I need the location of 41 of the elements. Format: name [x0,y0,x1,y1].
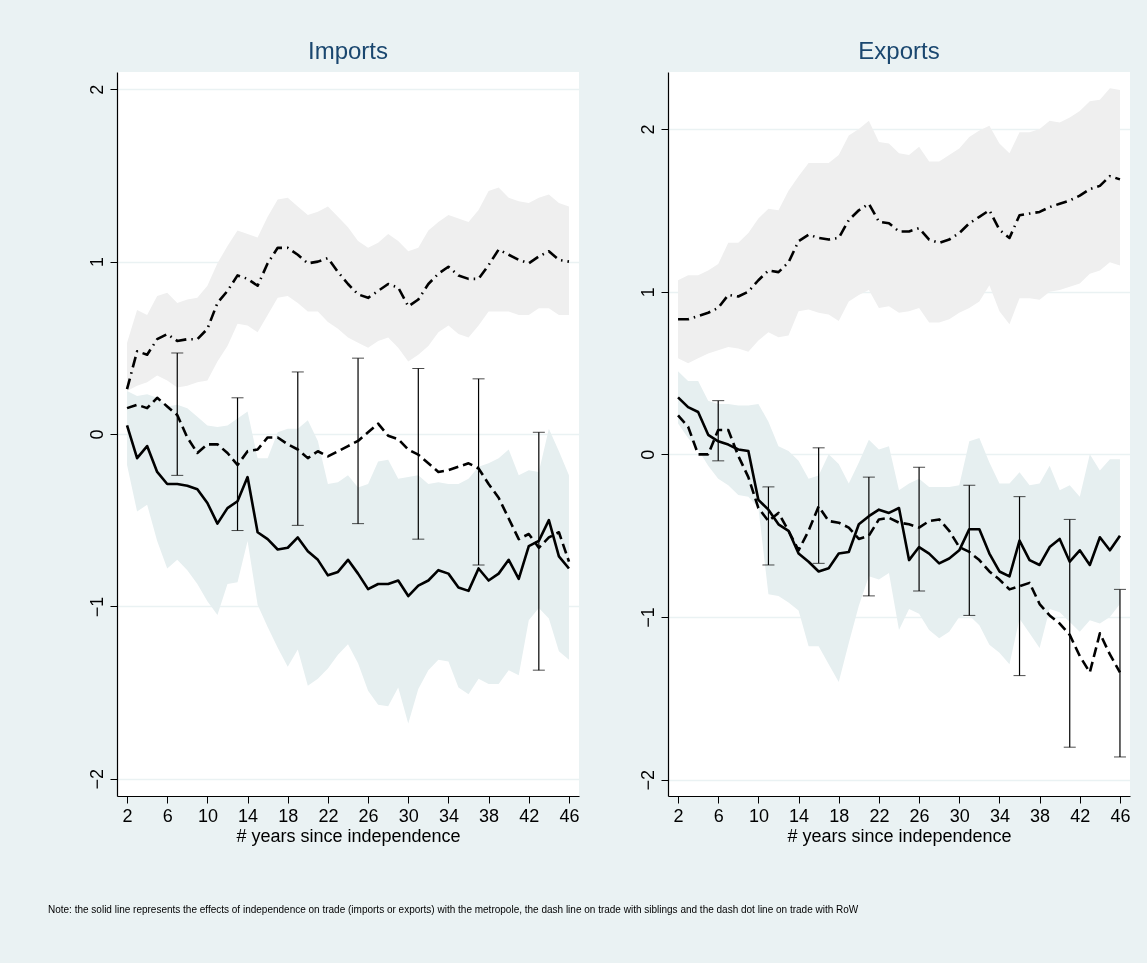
x-tick-label: 26 [909,805,930,826]
y-tick-label: 2 [637,124,658,135]
line-series [125,246,571,391]
x-tick-label: 2 [673,805,684,826]
x-tick-label: 30 [949,805,970,826]
x-tick-label: 42 [1070,805,1091,826]
x-axis-title: # years since independence [787,825,1012,846]
x-tick-label: 42 [519,805,540,826]
y-tick-label: −1 [637,607,658,628]
x-tick-label: 10 [748,805,769,826]
x-axis-title: # years since independence [236,825,461,846]
chart-title: Exports [858,37,940,64]
y-tick-label: 0 [637,449,658,460]
x-tick-label: 18 [829,805,850,826]
x-tick-label: 46 [559,805,580,826]
x-tick-label: 38 [1030,805,1051,826]
y-tick-label: −2 [637,769,658,791]
y-tick-label: −1 [86,596,107,618]
x-tick-label: 6 [162,805,173,826]
y-tick-label: 1 [86,257,107,268]
x-tick-label: 26 [358,805,379,826]
line-series [676,174,1122,321]
x-tick-label: 14 [238,805,259,826]
y-tick-label: 0 [86,429,107,440]
chart-title: Imports [307,37,389,64]
y-tick-label: −2 [86,769,107,790]
text: Note: the solid line represents the effects of independence on trade (imports or exports) with the metropole, the dash line on trade with siblings and the dash dot line on trade with RoW [48,904,859,915]
x-tick-label: 2 [122,805,133,826]
x-tick-label: 30 [398,805,419,826]
x-tick-label: 34 [438,805,459,826]
x-tick-label: 34 [989,805,1010,826]
x-tick-label: 22 [869,805,890,826]
x-tick-label: 6 [713,805,724,826]
x-tick-label: 46 [1110,805,1131,826]
y-tick-label: 2 [86,84,107,95]
x-tick-label: 14 [789,805,810,826]
x-tick-label: 22 [318,805,339,826]
x-tick-label: 18 [278,805,299,826]
y-tick-label: 1 [637,287,658,298]
x-tick-label: 10 [197,805,218,826]
x-tick-label: 38 [479,805,500,826]
